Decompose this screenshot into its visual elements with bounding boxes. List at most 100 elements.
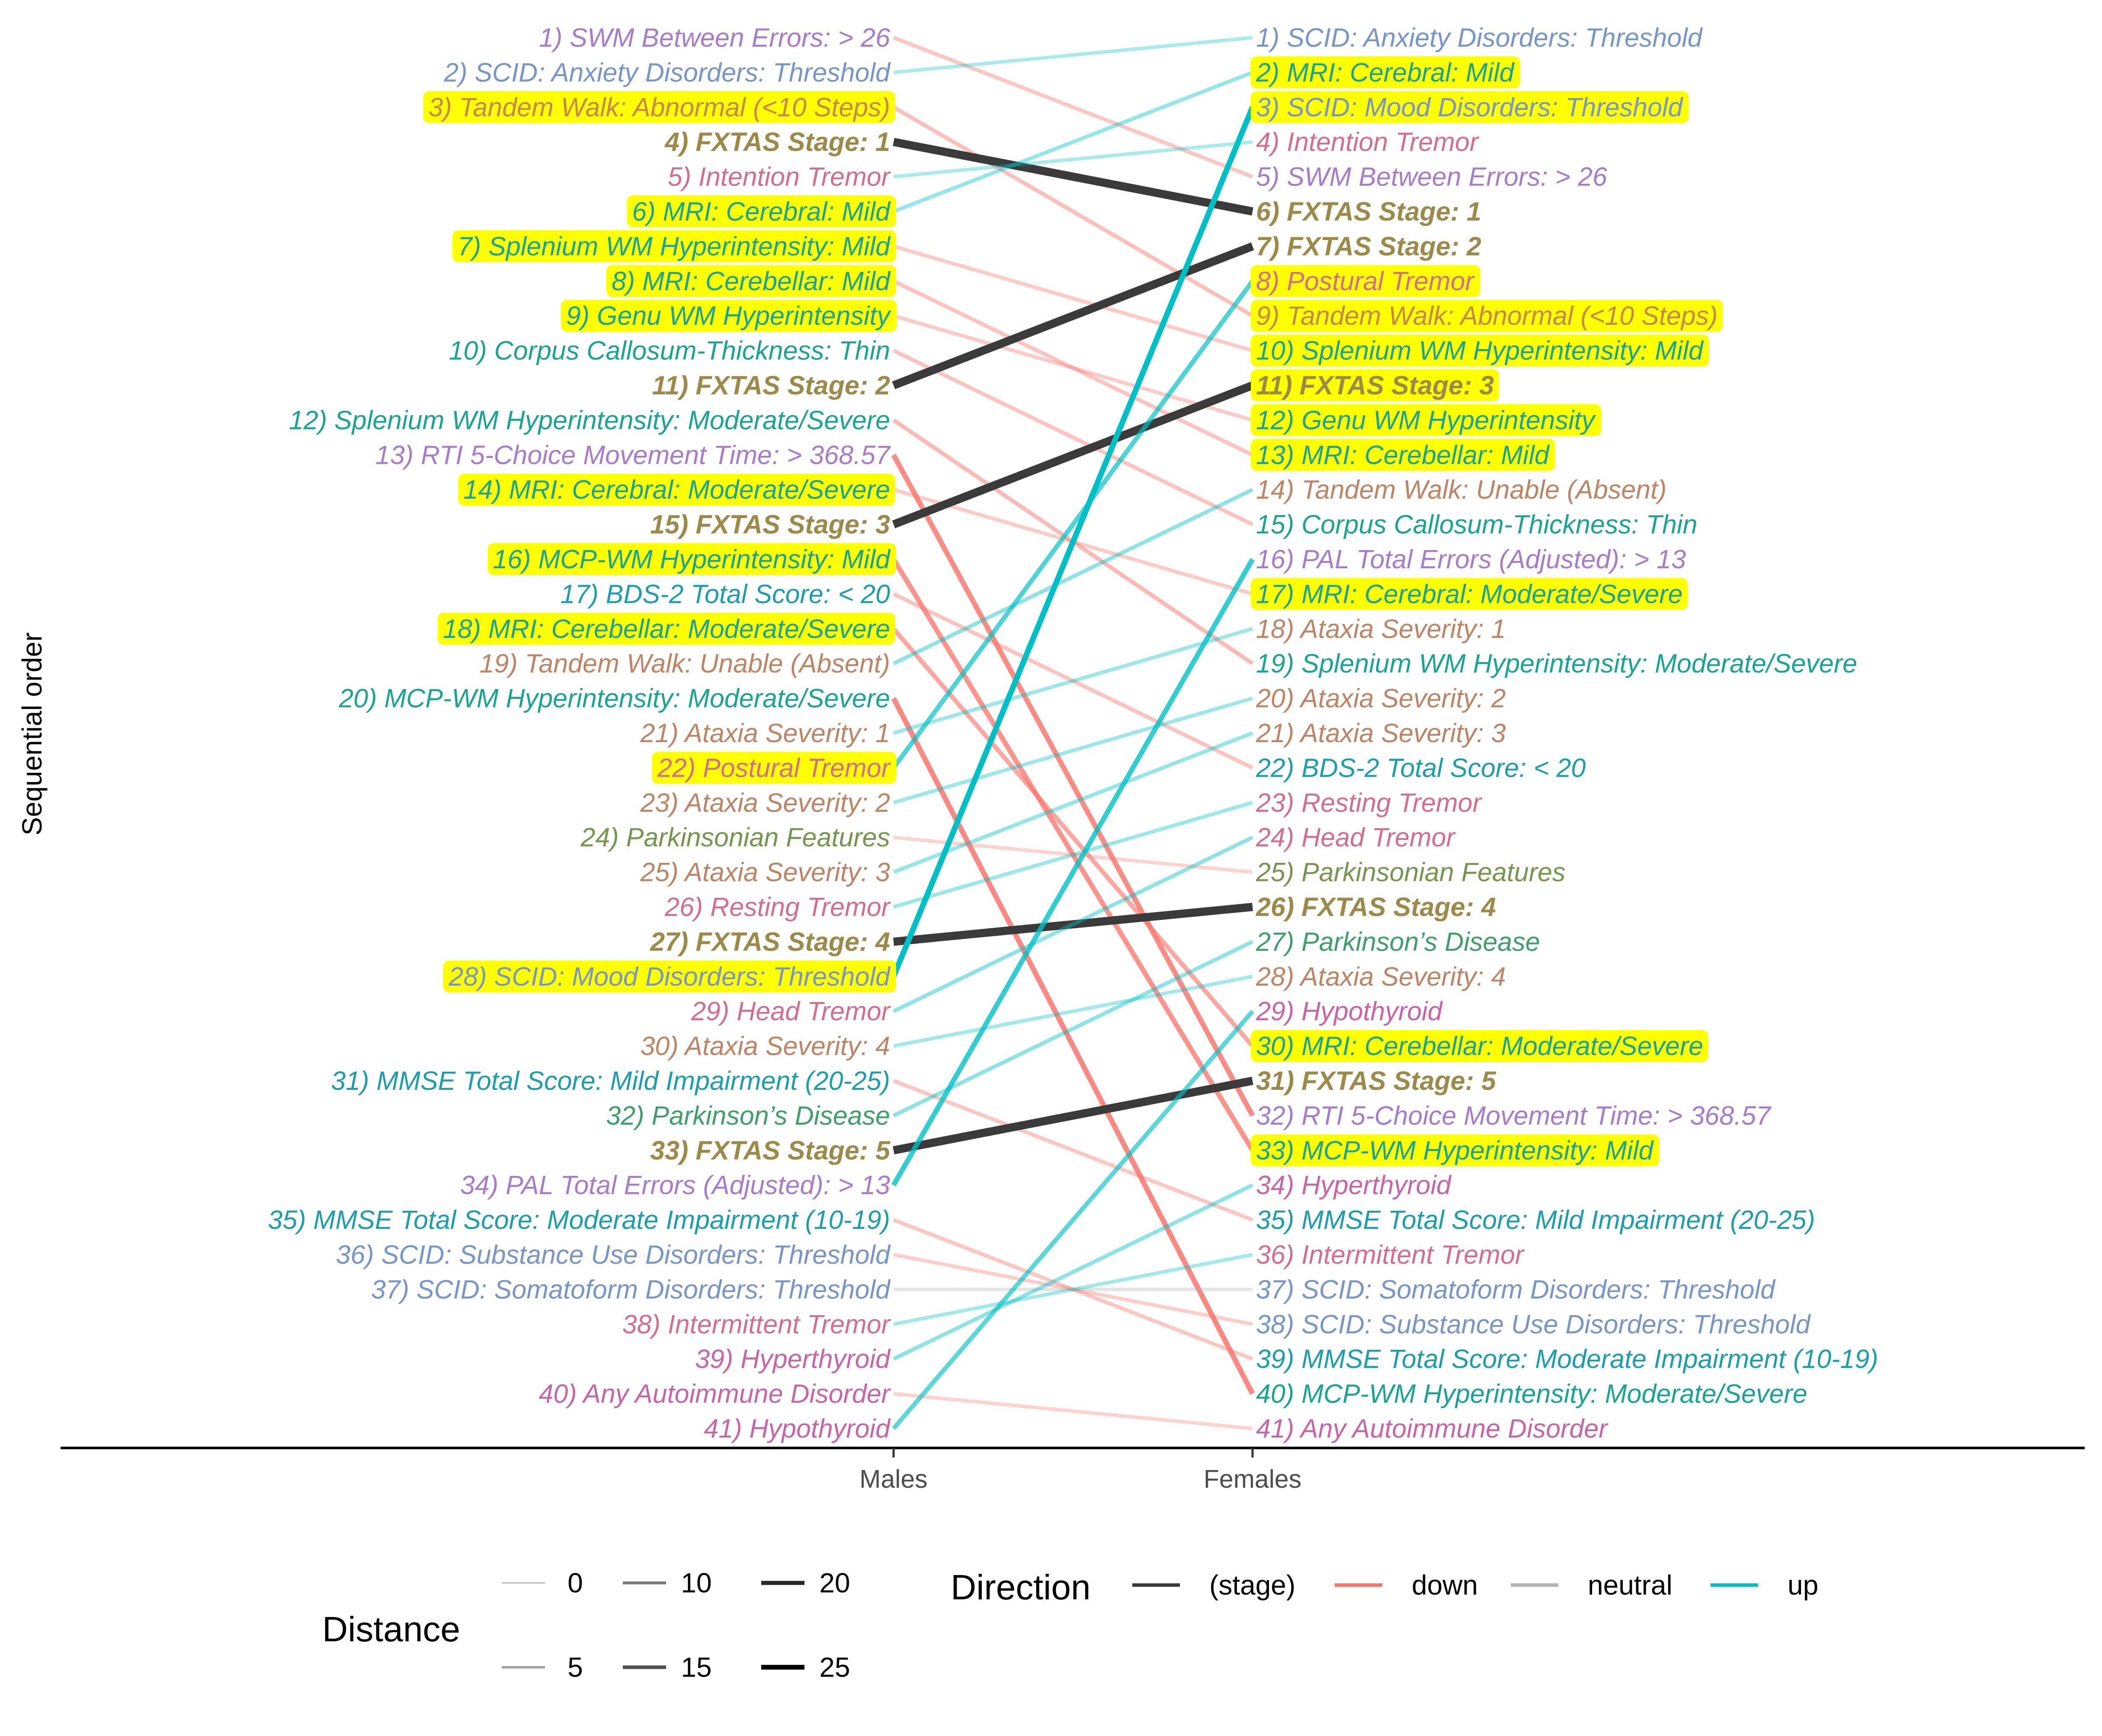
males-label-group: 41) Hypothyroid <box>704 1414 891 1443</box>
males-label: 36) SCID: Substance Use Disorders: Thres… <box>336 1240 891 1269</box>
females-label-group: 18) Ataxia Severity: 1 <box>1256 614 1506 644</box>
females-label-group: 41) Any Autoimmune Disorder <box>1256 1414 1609 1443</box>
label-highlight <box>452 230 897 263</box>
slope-line-mri-cerebellar-moderate-severe <box>892 627 1254 1047</box>
males-label-group: 7) Splenium WM Hyperintensity: Mild <box>452 230 897 263</box>
males-label-group: 1) SWM Between Errors: > 26 <box>539 23 890 52</box>
males-label: 13) RTI 5-Choice Movement Time: > 368.57 <box>375 440 891 470</box>
females-label: 12) Genu WM Hyperintensity <box>1256 405 1596 435</box>
females-label: 8) Postural Tremor <box>1256 266 1475 296</box>
label-highlight <box>1251 1030 1709 1062</box>
slope-line-scid-substance-use-disorders-threshold <box>893 1252 1253 1326</box>
females-label: 11) FXTAS Stage: 3 <box>1256 371 1494 400</box>
label-highlight <box>1251 91 1689 123</box>
slope-line-ataxia-severity-4 <box>893 974 1253 1048</box>
males-label: 21) Ataxia Severity: 1 <box>640 718 890 748</box>
x-tick-label-males: Males <box>859 1465 927 1493</box>
males-label-group: 27) FXTAS Stage: 4 <box>650 927 890 956</box>
males-label: 25) Ataxia Severity: 3 <box>640 858 890 887</box>
males-label: 39) Hyperthyroid <box>695 1344 891 1374</box>
females-label: 30) MRI: Cerebellar: Moderate/Severe <box>1256 1031 1703 1061</box>
males-label: 9) Genu WM Hyperintensity <box>566 301 892 330</box>
females-label: 14) Tandem Walk: Unable (Absent) <box>1256 475 1666 504</box>
males-label: 12) Splenium WM Hyperintensity: Moderate… <box>289 405 890 435</box>
females-label: 24) Head Tremor <box>1256 823 1456 852</box>
slope-line-genu-wm-hyperintensity <box>893 314 1253 422</box>
label-highlight <box>458 474 895 506</box>
legend-direction-label: up <box>1788 1569 1818 1601</box>
label-highlight <box>1251 1134 1660 1166</box>
females-label-group: 28) Ataxia Severity: 4 <box>1256 962 1506 991</box>
slope-line-mri-cerebral-mild <box>893 70 1253 214</box>
males-label: 38) Intermittent Tremor <box>622 1310 891 1339</box>
legend-distance-label: 25 <box>819 1652 850 1683</box>
females-label-group: 20) Ataxia Severity: 2 <box>1256 684 1506 713</box>
males-label-group: 14) MRI: Cerebral: Moderate/Severe <box>458 474 895 506</box>
females-label-group: 13) MRI: Cerebellar: Mild <box>1251 439 1556 471</box>
females-label: 19) Splenium WM Hyperintensity: Moderate… <box>1256 649 1857 678</box>
males-label: 20) MCP-WM Hyperintensity: Moderate/Seve… <box>338 684 890 713</box>
males-label-group: 2) SCID: Anxiety Disorders: Threshold <box>443 58 891 87</box>
legend-distance-label: 10 <box>681 1567 711 1598</box>
females-label-group: 3) SCID: Mood Disorders: Threshold <box>1251 91 1689 123</box>
slope-line-corpus-callosum-thickness-thin <box>893 349 1253 526</box>
males-label-group: 16) MCP-WM Hyperintensity: Mild <box>487 543 897 575</box>
males-label-group: 5) Intention Tremor <box>668 162 891 192</box>
slope-line-head-tremor <box>893 836 1253 1013</box>
slope-line-mcp-wm-hyperintensity-mild <box>891 558 1255 1152</box>
slope-line-postural-tremor <box>891 279 1255 769</box>
males-label-group: 33) FXTAS Stage: 5 <box>650 1136 891 1165</box>
females-label: 4) Intention Tremor <box>1256 127 1480 157</box>
males-label: 3) Tandem Walk: Abnormal (<10 Steps) <box>429 93 890 122</box>
legend-distance-label: 5 <box>567 1652 583 1683</box>
females-label-group: 21) Ataxia Severity: 3 <box>1256 718 1506 748</box>
females-label: 21) Ataxia Severity: 3 <box>1256 718 1506 748</box>
males-label: 37) SCID: Somatoform Disorders: Threshol… <box>371 1275 891 1304</box>
label-highlight <box>487 543 897 575</box>
males-label-group: 34) PAL Total Errors (Adjusted): > 13 <box>460 1170 890 1200</box>
males-label: 6) MRI: Cerebral: Mild <box>632 197 891 226</box>
females-label-group: 29) Hypothyroid <box>1256 996 1443 1026</box>
males-label-group: 9) Genu WM Hyperintensity <box>561 300 897 332</box>
slope-line-scid-mood-disorders-threshold <box>891 106 1256 978</box>
females-label: 9) Tandem Walk: Abnormal (<10 Steps) <box>1256 301 1717 330</box>
females-label-group: 32) RTI 5-Choice Movement Time: > 368.57 <box>1256 1101 1772 1130</box>
females-label: 3) SCID: Mood Disorders: Threshold <box>1256 93 1684 122</box>
item-labels: 1) SWM Between Errors: > 26 2) SCID: Anxi… <box>268 23 1878 1443</box>
males-label: 11) FXTAS Stage: 2 <box>652 371 890 400</box>
males-label-group: 35) MMSE Total Score: Moderate Impairmen… <box>268 1205 890 1235</box>
label-highlight <box>561 300 897 332</box>
females-label: 33) MCP-WM Hyperintensity: Mild <box>1256 1136 1654 1165</box>
females-label-group: 17) MRI: Cerebral: Moderate/Severe <box>1251 578 1688 610</box>
label-highlight <box>1250 56 1520 89</box>
males-label-group: 31) MMSE Total Score: Mild Impairment (2… <box>331 1066 890 1095</box>
slope-line-fxtas-stage-5 <box>893 1076 1253 1155</box>
males-label: 41) Hypothyroid <box>704 1414 891 1443</box>
females-label: 36) Intermittent Tremor <box>1256 1240 1525 1269</box>
males-label-group: 10) Corpus Callosum-Thickness: Thin <box>449 336 890 365</box>
males-label: 27) FXTAS Stage: 4 <box>650 927 890 956</box>
males-label-group: 25) Ataxia Severity: 3 <box>640 858 890 887</box>
males-label: 33) FXTAS Stage: 5 <box>650 1136 891 1165</box>
legend: Distance Direction 0 5 10 15 20 25 (stage) down… <box>322 1567 1818 1683</box>
males-label: 15) FXTAS Stage: 3 <box>650 510 890 539</box>
females-label: 27) Parkinson’s Disease <box>1256 927 1540 956</box>
label-highlight <box>1251 404 1602 436</box>
females-label: 20) Ataxia Severity: 2 <box>1256 684 1506 713</box>
legend-direction-label: (stage) <box>1209 1569 1295 1601</box>
males-label-group: 36) SCID: Substance Use Disorders: Thres… <box>336 1240 891 1269</box>
slope-line-fxtas-stage-2 <box>892 242 1254 389</box>
females-label: 16) PAL Total Errors (Adjusted): > 13 <box>1256 545 1686 574</box>
males-label: 29) Head Tremor <box>691 996 891 1026</box>
label-highlight <box>627 195 897 227</box>
females-label: 40) MCP-WM Hyperintensity: Moderate/Seve… <box>1256 1379 1807 1409</box>
label-highlight <box>1251 265 1480 297</box>
males-label: 10) Corpus Callosum-Thickness: Thin <box>449 336 890 365</box>
females-label-group: 7) FXTAS Stage: 2 <box>1256 231 1481 261</box>
legend-direction-label: neutral <box>1588 1569 1673 1601</box>
males-label-group: 15) FXTAS Stage: 3 <box>650 510 890 539</box>
males-label-group: 13) RTI 5-Choice Movement Time: > 368.57 <box>375 440 891 470</box>
males-label-group: 3) Tandem Walk: Abnormal (<10 Steps) <box>423 91 895 123</box>
females-label: 35) MMSE Total Score: Mild Impairment (2… <box>1256 1205 1815 1235</box>
label-highlight <box>443 960 897 993</box>
